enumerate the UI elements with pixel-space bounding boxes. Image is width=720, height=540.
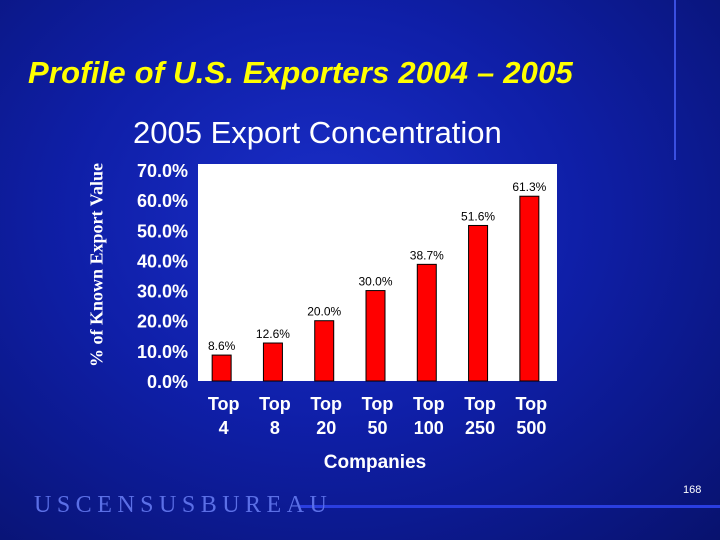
x-tick-label: 50 [367,418,387,438]
x-tick-label: Top [208,394,240,414]
bar [211,354,232,382]
x-tick-label: 4 [219,418,229,438]
y-tick-label: 70.0% [137,161,188,181]
x-tick-label: Top [259,394,291,414]
bar-value-label: 12.6% [256,327,290,341]
bar [262,342,283,382]
bar-value-label: 38.7% [410,248,444,262]
bar-value-label: 8.6% [208,339,236,353]
x-tick-label: Top [516,394,548,414]
x-axis-label: Companies [323,452,427,473]
page-number: 168 [683,484,702,496]
x-tick-label: 8 [270,418,280,438]
x-tick-label: 250 [465,418,495,438]
decorative-bottom-line [300,505,720,508]
bar [314,320,335,382]
y-tick-label: 40.0% [137,251,188,271]
y-tick-label: 0.0% [147,372,188,392]
bar-value-label: 51.6% [461,209,495,223]
y-tick-label: 50.0% [137,221,188,241]
chart-title: 2005 Export Concentration [133,115,502,150]
x-tick-label: 500 [516,418,546,438]
bar-value-label: 61.3% [512,180,546,194]
y-tick-label: 20.0% [137,312,188,332]
x-tick-label: Top [310,394,342,414]
bar [468,224,489,382]
x-tick-label: 20 [316,418,336,438]
x-tick-label: Top [464,394,496,414]
x-tick-label: Top [413,394,445,414]
decorative-right-line [674,0,676,160]
slide-title: Profile of U.S. Exporters 2004 – 2005 [28,55,573,90]
y-tick-label: 10.0% [137,342,188,362]
bar-value-label: 30.0% [358,275,392,289]
bar [519,195,540,382]
x-tick-label: Top [362,394,394,414]
bar [416,263,437,382]
census-bureau-logo: USCENSUSBUREAU [34,492,333,518]
x-tick-label: 100 [414,418,444,438]
y-tick-label: 30.0% [137,282,188,302]
bar-value-label: 20.0% [307,305,341,319]
bar [365,290,386,382]
y-tick-label: 60.0% [137,191,188,211]
